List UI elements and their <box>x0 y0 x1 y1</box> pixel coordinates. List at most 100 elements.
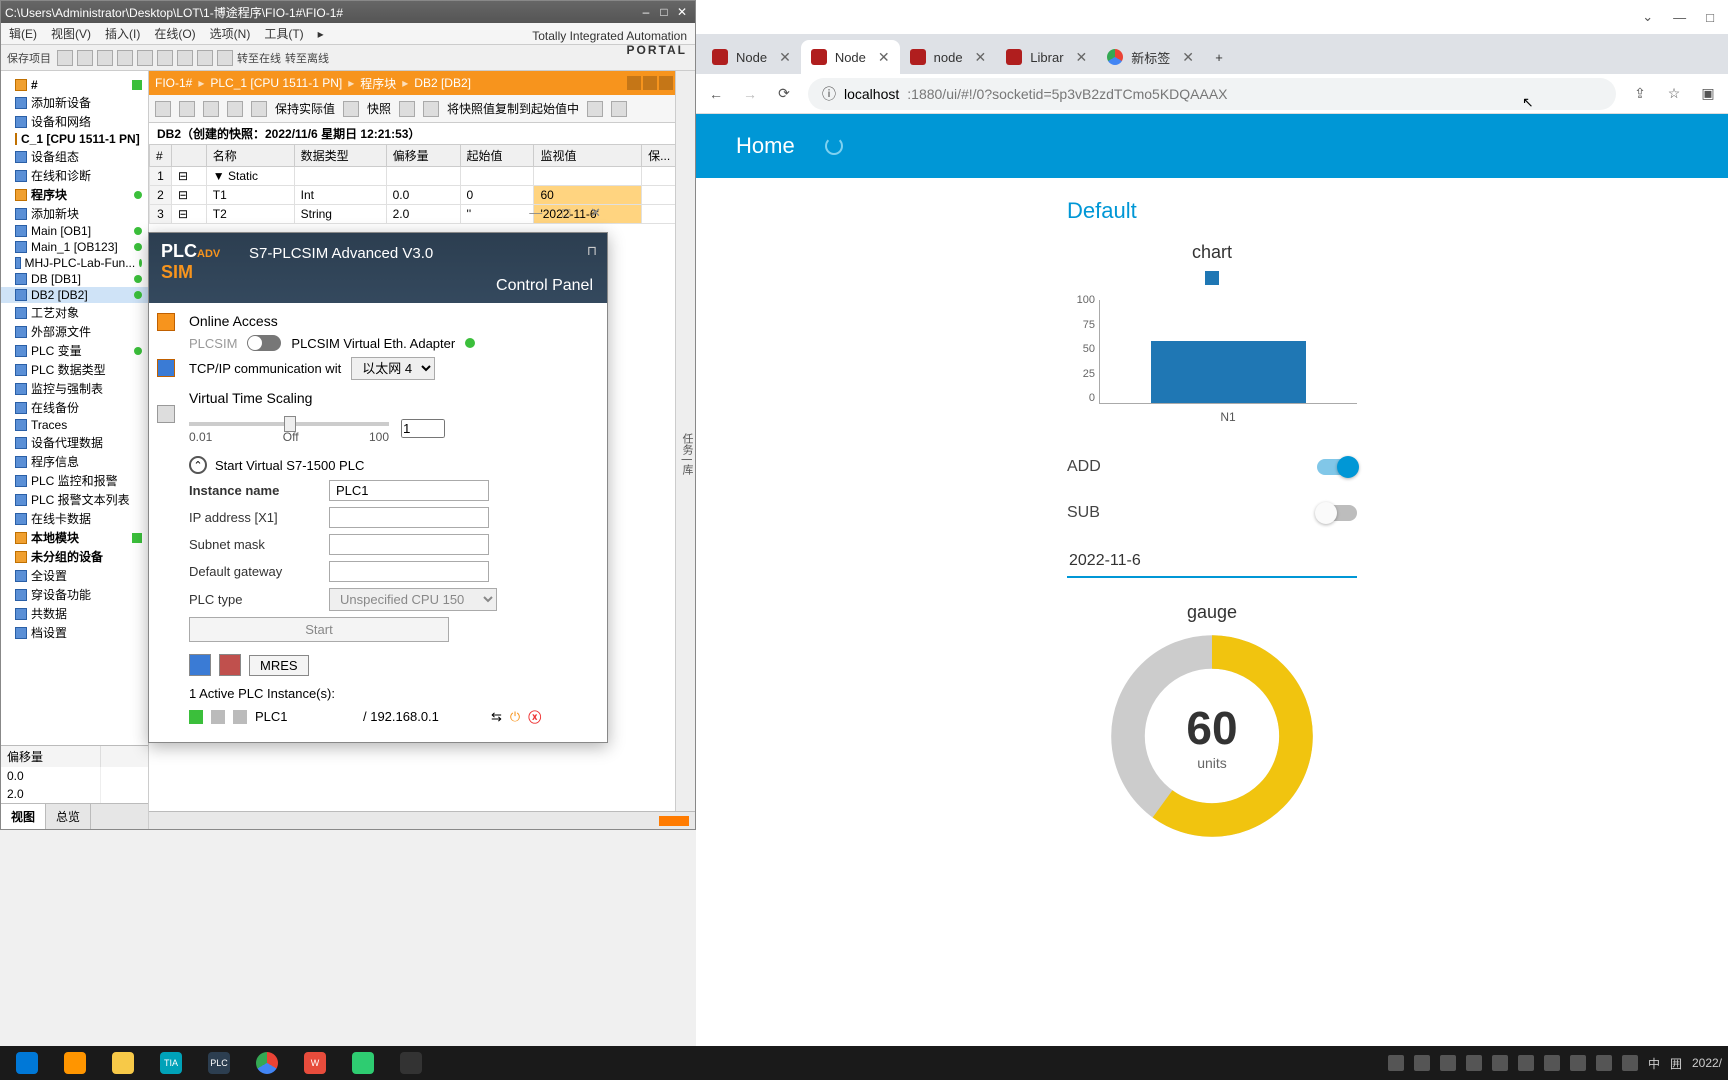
grid-cell[interactable]: ▼ Static <box>206 167 294 186</box>
info-icon[interactable]: ⓘ <box>822 84 836 104</box>
sub-switch[interactable] <box>1317 505 1357 521</box>
mres-button[interactable]: MRES <box>249 655 309 676</box>
grid-cell[interactable]: ⊟ <box>172 167 207 186</box>
subnet-input[interactable] <box>329 534 489 555</box>
tree-item[interactable]: 在线卡数据 <box>1 509 148 528</box>
forward-icon[interactable]: → <box>740 86 760 102</box>
tray-icon[interactable] <box>1544 1055 1560 1071</box>
tree-item[interactable]: 监控与强制表 <box>1 379 148 398</box>
grid-header[interactable]: 偏移量 <box>386 145 460 167</box>
browser-tab[interactable]: 新标签✕ <box>1097 40 1204 74</box>
grid-cell[interactable]: String <box>294 205 386 224</box>
menu-item[interactable]: 视图(V) <box>51 25 91 42</box>
tree-item[interactable]: 程序信息 <box>1 452 148 471</box>
grid-cell[interactable] <box>386 167 460 186</box>
tab-close-icon[interactable]: ✕ <box>1076 49 1088 66</box>
tree-item[interactable]: 外部源文件 <box>1 322 148 341</box>
tree-item[interactable]: C_1 [CPU 1511-1 PN] <box>1 131 148 147</box>
back-icon[interactable]: ← <box>706 86 726 102</box>
vts-slider[interactable] <box>189 422 389 426</box>
tray-icon[interactable] <box>1492 1055 1508 1071</box>
ime-icon[interactable]: 囲 <box>1670 1055 1682 1072</box>
ip-input[interactable] <box>329 507 489 528</box>
iconbar-icon[interactable] <box>399 101 415 117</box>
browser-min-icon[interactable]: — <box>1673 10 1686 25</box>
tree-item[interactable]: PLC 数据类型 <box>1 360 148 379</box>
tree-item[interactable]: PLC 报警文本列表 <box>1 490 148 509</box>
tcpip-select[interactable]: 以太网 4 <box>351 357 435 380</box>
browser-tab[interactable]: Librar✕ <box>996 40 1097 74</box>
tree-item[interactable]: 本地模块 <box>1 528 148 547</box>
tree-item[interactable]: 设备组态 <box>1 147 148 166</box>
tree-item[interactable]: 程序块 <box>1 185 148 204</box>
taskbar-item[interactable]: W <box>294 1048 336 1078</box>
tree-item[interactable]: Main [OB1] <box>1 223 148 239</box>
vts-input[interactable] <box>401 419 445 438</box>
browser-chevron-icon[interactable]: ⌄ <box>1642 9 1653 25</box>
breadcrumb-item[interactable]: FIO-1# <box>155 76 192 90</box>
iconbar-icon[interactable] <box>227 101 243 117</box>
plcsim-max-icon[interactable]: □ <box>562 205 570 221</box>
grid-cell[interactable]: 1 <box>150 167 172 186</box>
inst-swap-icon[interactable]: ⇆ <box>491 709 502 725</box>
browser-tab[interactable]: Node✕ <box>702 40 801 74</box>
right-vertical-tabs[interactable]: 任务 | 库 <box>675 71 695 829</box>
editor-rest-icon[interactable] <box>659 76 673 90</box>
copy-snapshot-label[interactable]: 将快照值复制到起始值中 <box>447 100 579 117</box>
iconbar-icon[interactable] <box>179 101 195 117</box>
grid-header[interactable] <box>172 145 207 167</box>
tree-item[interactable]: 工艺对象 <box>1 303 148 322</box>
tree-item[interactable]: PLC 监控和报警 <box>1 471 148 490</box>
taskbar-item[interactable] <box>246 1048 288 1078</box>
toolbar-item[interactable]: 转至在线 <box>237 50 281 66</box>
tree-item[interactable]: 档设置 <box>1 623 148 642</box>
toolbar-item[interactable] <box>157 50 173 66</box>
gateway-input[interactable] <box>329 561 489 582</box>
instance-name-input[interactable] <box>329 480 489 501</box>
tree-item[interactable]: 未分组的设备 <box>1 547 148 566</box>
keep-actual-label[interactable]: 保持实际值 <box>275 100 335 117</box>
menu-item[interactable]: 工具(T) <box>264 25 303 42</box>
tray-icon[interactable] <box>1388 1055 1404 1071</box>
tree-item[interactable]: 添加新块 <box>1 204 148 223</box>
toolbar-item[interactable] <box>57 50 73 66</box>
tree-item[interactable]: Traces <box>1 417 148 433</box>
tray-icon[interactable] <box>1440 1055 1456 1071</box>
grid-cell[interactable] <box>294 167 386 186</box>
tree-item[interactable]: 在线和诊断 <box>1 166 148 185</box>
tab-close-icon[interactable]: ✕ <box>975 49 987 66</box>
grid-cell[interactable]: 2 <box>150 186 172 205</box>
grid-cell[interactable]: 2.0 <box>386 205 460 224</box>
start-button[interactable]: Start <box>189 617 449 642</box>
grid-header[interactable]: 起始值 <box>460 145 534 167</box>
tia-max-icon[interactable]: □ <box>655 5 673 19</box>
tree-item[interactable]: 设备和网络 <box>1 112 148 131</box>
plcsim-toggle[interactable] <box>247 335 281 351</box>
tree-item[interactable]: DB2 [DB2] <box>1 287 148 303</box>
tray-icon[interactable] <box>1518 1055 1534 1071</box>
tree-item[interactable]: PLC 变量 <box>1 341 148 360</box>
db-datagrid[interactable]: #名称数据类型偏移量起始值监视值保...1⊟▼ Static2⊟ T1Int0.… <box>149 144 695 224</box>
grid-cell[interactable]: 0 <box>460 186 534 205</box>
snapshot-label[interactable]: 快照 <box>367 100 391 117</box>
tab-close-icon[interactable]: ✕ <box>878 49 890 66</box>
tray-icon[interactable] <box>1570 1055 1586 1071</box>
grid-cell[interactable]: ⊟ <box>172 205 207 224</box>
tia-close-icon[interactable]: ✕ <box>673 5 691 19</box>
table-row[interactable]: 2⊟ T1Int0.0060 <box>150 186 695 205</box>
project-tree[interactable]: #添加新设备设备和网络C_1 [CPU 1511-1 PN]设备组态在线和诊断程… <box>1 71 149 829</box>
inst-power-icon[interactable]: ⏻ <box>510 709 520 725</box>
taskbar-item[interactable]: PLC <box>198 1048 240 1078</box>
tab-close-icon[interactable]: ✕ <box>779 49 791 66</box>
iconbar-icon[interactable] <box>423 101 439 117</box>
editor-max-icon[interactable] <box>643 76 657 90</box>
editor-min-icon[interactable] <box>627 76 641 90</box>
tree-item[interactable]: 设备代理数据 <box>1 433 148 452</box>
taskbar-item[interactable] <box>6 1048 48 1078</box>
tray-icon[interactable] <box>1622 1055 1638 1071</box>
toolbar-item[interactable] <box>137 50 153 66</box>
grid-cell[interactable]: '' <box>460 205 534 224</box>
table-row[interactable]: 1⊟▼ Static <box>150 167 695 186</box>
puzzle-icon[interactable]: ▣ <box>1698 85 1718 102</box>
breadcrumb-item[interactable]: PLC_1 [CPU 1511-1 PN] <box>210 76 342 90</box>
